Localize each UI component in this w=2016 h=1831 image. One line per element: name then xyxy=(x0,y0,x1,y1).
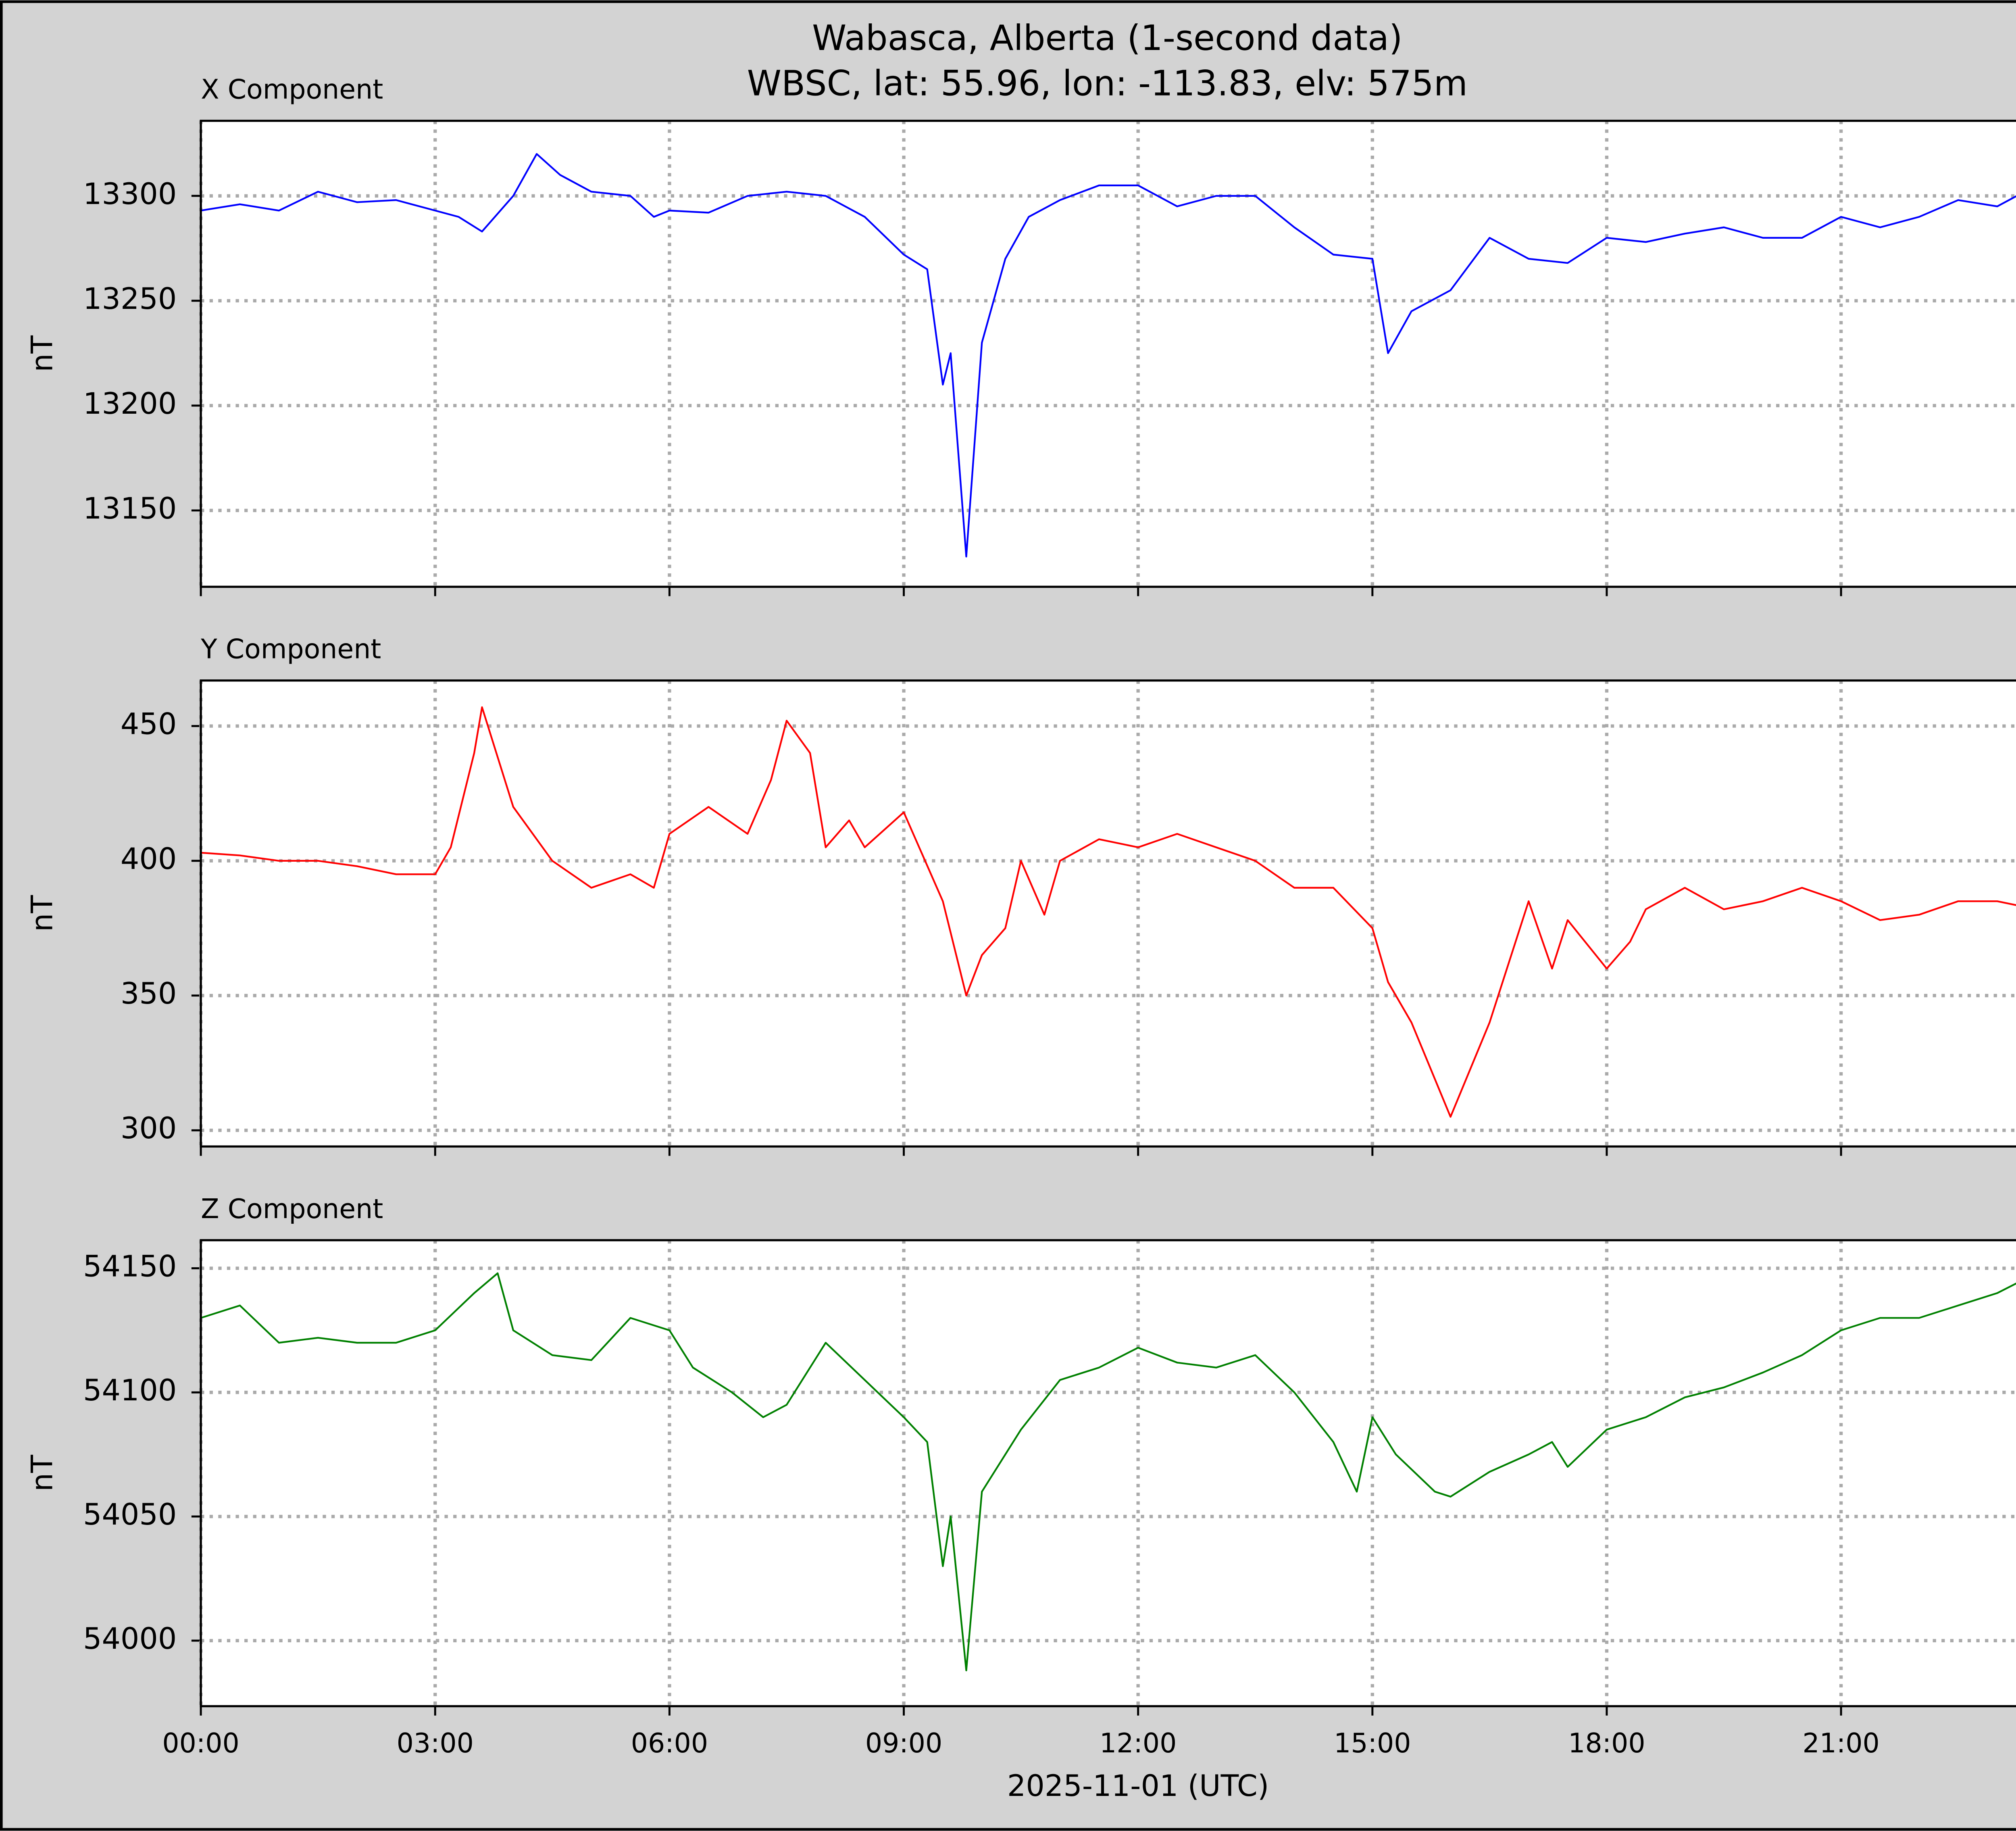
x-tick-label: 03:00 xyxy=(397,1727,474,1759)
x-tick-label: 09:00 xyxy=(865,1727,942,1759)
data-line xyxy=(200,1272,2016,1671)
panel-title: Z Component xyxy=(201,1193,383,1225)
x-tick-label: 12:00 xyxy=(1100,1727,1177,1759)
x-tick-label: 18:00 xyxy=(1568,1727,1645,1759)
y-tick-label: 13300 xyxy=(83,177,177,211)
y-tick-label: 450 xyxy=(121,707,177,742)
y-tick-label: 13150 xyxy=(83,492,177,526)
y-tick-label: 350 xyxy=(121,977,177,1011)
x-tick-label: 00:00 xyxy=(162,1727,239,1759)
data-line xyxy=(200,706,2016,1118)
panel-title: X Component xyxy=(201,74,383,105)
y-tick-label: 400 xyxy=(121,842,177,876)
plot-frame xyxy=(200,119,2016,588)
y-tick-label: 300 xyxy=(121,1111,177,1146)
x-tick-label: 15:00 xyxy=(1334,1727,1411,1759)
x-tick-label: 21:00 xyxy=(1802,1727,1879,1759)
figure-title: Wabasca, Alberta (1-second data) xyxy=(812,18,1403,58)
y-axis-label: nT xyxy=(25,335,60,372)
panel-title: Y Component xyxy=(200,633,381,665)
data-line xyxy=(200,153,2016,558)
plot-area xyxy=(201,121,2016,587)
y-tick-label: 13200 xyxy=(83,387,177,421)
plot-area xyxy=(201,1240,2016,1706)
y-axis-label: nT xyxy=(25,1455,60,1491)
plot-area xyxy=(201,680,2016,1147)
y-tick-label: 54000 xyxy=(83,1622,177,1656)
y-axis-label: nT xyxy=(25,895,60,932)
x-tick-label: 06:00 xyxy=(631,1727,708,1759)
y-tick-label: 54100 xyxy=(83,1373,177,1408)
plot-frame xyxy=(200,1239,2016,1708)
y-tick-label: 54150 xyxy=(83,1249,177,1283)
y-tick-label: 13250 xyxy=(83,282,177,316)
y-tick-label: 54050 xyxy=(83,1498,177,1532)
plot-frame xyxy=(200,679,2016,1148)
x-axis-label: 2025-11-01 (UTC) xyxy=(1007,1769,1269,1803)
figure-subtitle: WBSC, lat: 55.96, lon: -113.83, elv: 575… xyxy=(747,64,1468,104)
